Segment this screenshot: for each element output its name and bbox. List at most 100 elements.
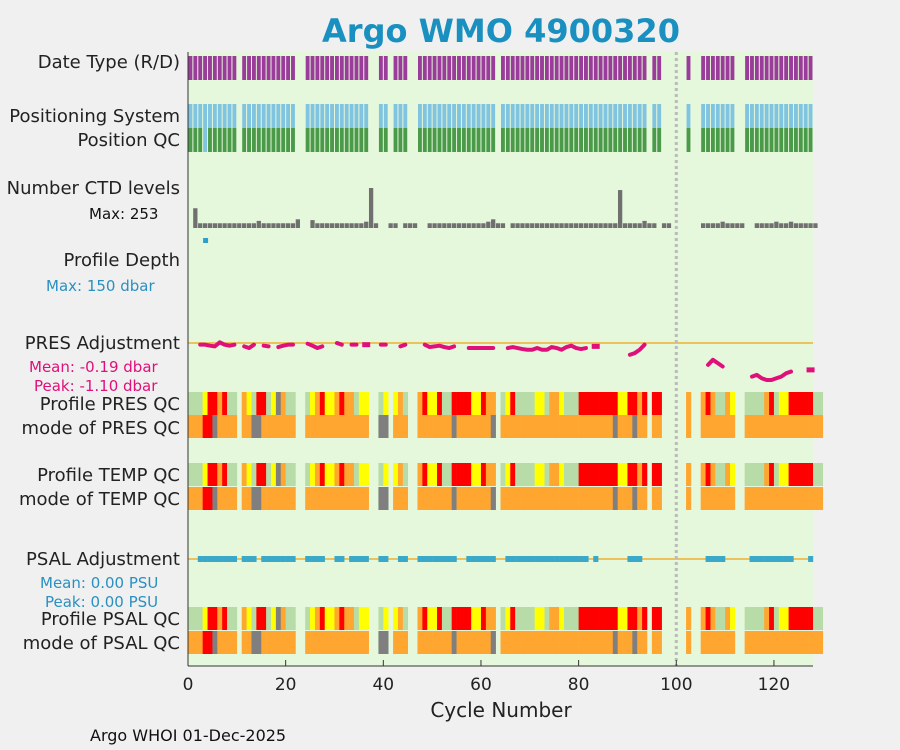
- temp-mode-cell: [280, 487, 286, 510]
- psal-mode-cell: [466, 631, 472, 654]
- position-qc-bar: [247, 128, 251, 152]
- psal-adjustment-point: [593, 556, 599, 562]
- position-qc-bar: [720, 128, 725, 152]
- positioning-system-bar: [588, 104, 593, 128]
- position-qc-bar: [632, 128, 637, 152]
- psal-qc-cell: [754, 607, 760, 630]
- pres-qc-cell: [642, 392, 648, 415]
- pres-qc-cell: [510, 392, 516, 415]
- ctd-level-bar: [647, 223, 652, 228]
- positioning-system-bar: [774, 104, 779, 128]
- pres-adjustment-line: [749, 369, 794, 382]
- pres-mode-cell: [539, 415, 545, 438]
- pres-mode-cell: [456, 415, 462, 438]
- psal-mode-cell: [534, 631, 540, 654]
- psal-qc-cell: [222, 607, 228, 630]
- temp-mode-cell: [725, 487, 731, 510]
- psal-adjustment-point: [559, 556, 565, 562]
- pres-qc-cell: [319, 392, 326, 415]
- date-type-bar: [715, 56, 720, 80]
- pres-qc-cell: [788, 392, 794, 415]
- pres-mode-cell: [559, 415, 565, 438]
- pres-qc-cell: [432, 392, 438, 415]
- pres-mode-cell: [778, 415, 785, 438]
- psal-qc-cell: [476, 607, 482, 630]
- psal-adjustment-point: [476, 556, 482, 562]
- pres-mode-cell: [197, 415, 203, 438]
- psal-mode-cell: [212, 631, 218, 654]
- position-qc-bar: [242, 128, 247, 152]
- pres-qc-cell: [764, 392, 770, 415]
- ctd-level-bar: [217, 223, 222, 228]
- date-type-bar: [725, 56, 730, 80]
- pres-qc-cell: [383, 392, 389, 415]
- date-type-bar: [212, 56, 217, 80]
- date-type-bar: [759, 56, 764, 80]
- temp-qc-cell: [622, 463, 628, 486]
- position-qc-bar: [422, 128, 427, 152]
- ctd-level-bar: [720, 221, 725, 228]
- psal-adjustment-point: [207, 556, 213, 562]
- date-type-bar: [789, 56, 793, 80]
- psal-qc-cell: [417, 607, 423, 630]
- temp-qc-cell: [427, 463, 433, 486]
- pres-adjustment-line: [305, 341, 325, 351]
- psal-mode-cell: [715, 631, 721, 654]
- positioning-system-bar: [208, 104, 212, 128]
- ctd-level-bar: [388, 223, 393, 228]
- temp-qc-cell: [202, 463, 208, 486]
- x-axis-label: Cycle Number: [430, 698, 572, 722]
- temp-qc-cell: [363, 463, 369, 486]
- ctd-level-bar: [564, 223, 569, 228]
- row-label-mode-temp-qc: mode of TEMP QC: [18, 489, 180, 510]
- date-type-bar: [344, 56, 349, 80]
- psal-mode-cell: [705, 631, 711, 654]
- psal-qc-cell: [446, 607, 452, 630]
- date-type-bar: [530, 56, 535, 80]
- pres-qc-cell: [598, 392, 604, 415]
- temp-mode-cell: [256, 487, 262, 510]
- psal-mode-cell: [314, 631, 321, 654]
- position-qc-bar: [574, 128, 579, 152]
- positioning-system-bar: [720, 104, 725, 128]
- psal-mode-cell: [778, 631, 785, 654]
- psal-adjustment-point: [710, 556, 716, 562]
- temp-qc-cell: [617, 463, 623, 486]
- position-qc-bar: [750, 128, 754, 152]
- positioning-system-bar: [266, 104, 271, 128]
- ctd-level-bar: [412, 223, 418, 228]
- date-type-bar: [261, 56, 266, 80]
- ctd-level-bar: [574, 223, 579, 228]
- ctd-level-bar: [520, 223, 525, 228]
- psal-adjustment-point: [427, 556, 433, 562]
- date-type-bar: [247, 56, 251, 80]
- date-type-bar: [584, 56, 588, 80]
- date-type-bar: [432, 56, 437, 80]
- psal-adjustment-point: [749, 556, 755, 562]
- positioning-system-bar: [276, 104, 281, 128]
- psal-qc-cell: [642, 607, 648, 630]
- pres-adjustment-line: [242, 342, 256, 351]
- temp-mode-cell: [686, 487, 692, 510]
- pres-qc-cell: [490, 392, 496, 415]
- psal-mode-cell: [217, 631, 223, 654]
- positioning-system-bar: [217, 104, 222, 128]
- positioning-system-bar: [808, 104, 813, 128]
- position-qc-bar: [227, 128, 232, 152]
- temp-mode-cell: [402, 487, 409, 510]
- positioning-system-bar: [554, 104, 559, 128]
- positioning-system-bar: [525, 104, 530, 128]
- temp-mode-cell: [612, 487, 618, 510]
- psal-adjustment-point: [446, 556, 452, 562]
- pres-mode-cell: [788, 415, 794, 438]
- psal-qc-cell: [749, 607, 755, 630]
- ctd-level-bar: [476, 223, 481, 228]
- pres-qc-cell: [798, 392, 804, 415]
- pres-qc-cell: [378, 392, 384, 415]
- pres-mode-cell: [319, 415, 326, 438]
- temp-mode-cell: [769, 487, 775, 510]
- temp-mode-cell: [554, 487, 560, 510]
- temp-mode-cell: [534, 487, 540, 510]
- pres-mode-cell: [378, 415, 384, 438]
- ctd-level-bar: [276, 223, 281, 228]
